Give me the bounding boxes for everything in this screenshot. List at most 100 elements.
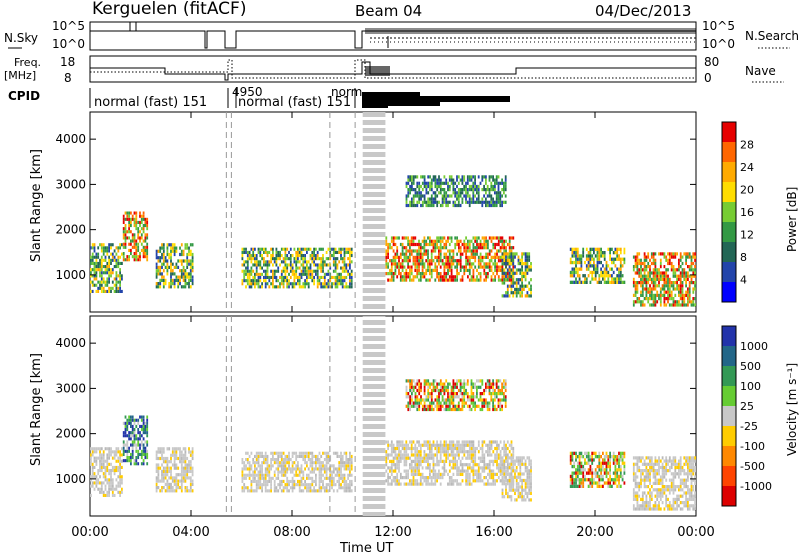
echo-cell	[499, 459, 502, 463]
echo-cell	[463, 453, 466, 457]
echo-cell	[510, 440, 513, 444]
echo-cell	[115, 484, 118, 488]
echo-cell	[499, 453, 502, 457]
echo-cell	[325, 476, 328, 480]
echo-cell	[668, 284, 671, 288]
freq-frame	[89, 55, 697, 83]
echo-cell	[243, 464, 246, 468]
echo-cell	[499, 255, 502, 259]
echo-cell	[487, 472, 489, 476]
echo-cell	[407, 262, 409, 266]
echo-cell	[497, 476, 500, 480]
echo-cell	[320, 454, 323, 458]
echo-cell	[340, 454, 342, 458]
echo-cell	[412, 275, 415, 279]
echo-cell	[517, 268, 520, 272]
echo-cell	[439, 188, 442, 192]
echo-cell	[429, 184, 431, 189]
echo-cell	[591, 277, 594, 281]
echo-cell	[412, 476, 415, 480]
echo-cell	[423, 459, 426, 463]
echo-cell	[159, 269, 162, 273]
echo-cell	[575, 247, 577, 251]
echo-cell	[681, 261, 684, 266]
echo-cell	[345, 275, 348, 279]
echo-cell	[275, 461, 278, 465]
echo-cell	[263, 461, 265, 465]
echo-cell	[667, 274, 669, 278]
echo-cell	[121, 465, 123, 469]
echo-cell	[340, 458, 342, 462]
echo-cell	[419, 252, 422, 256]
echo-cell	[614, 251, 617, 255]
echo-cell	[598, 280, 601, 284]
echo-cell	[349, 473, 351, 477]
echo-cell	[652, 281, 655, 285]
echo-cell	[512, 446, 515, 451]
echo-cell	[526, 258, 529, 262]
echo-cell	[140, 217, 143, 221]
echo-cell	[640, 284, 642, 288]
echo-cell	[336, 266, 339, 270]
echo-cell	[481, 456, 484, 460]
echo-cell	[100, 274, 103, 278]
echo-cell	[524, 265, 527, 269]
echo-cell	[665, 277, 668, 281]
echo-cell	[392, 443, 395, 447]
echo-cell	[477, 259, 480, 263]
echo-cell	[505, 252, 507, 256]
echo-cell	[318, 257, 321, 261]
echo-cell	[407, 203, 410, 208]
echo-cell	[454, 236, 457, 240]
echo-cell	[336, 257, 339, 261]
echo-cell	[340, 470, 342, 474]
echo-cell	[448, 392, 451, 396]
echo-cell	[119, 246, 121, 250]
echo-cell	[180, 243, 183, 247]
echo-cell	[115, 246, 118, 250]
echo-cell	[284, 483, 287, 487]
echo-cell	[580, 264, 583, 268]
echo-cell	[501, 200, 503, 204]
echo-cell	[405, 236, 408, 240]
echo-cell	[409, 191, 411, 195]
echo-cell	[111, 490, 114, 494]
echo-cell	[302, 454, 305, 458]
echo-cell	[492, 472, 495, 476]
echo-cell	[616, 267, 619, 271]
echo-cell	[468, 239, 471, 243]
echo-cell	[494, 246, 496, 250]
echo-region	[405, 379, 507, 412]
echo-cell	[411, 188, 413, 192]
echo-cell	[439, 401, 442, 405]
echo-cell	[102, 462, 105, 466]
echo-cell	[343, 260, 346, 264]
echo-cell	[510, 278, 513, 282]
echo-cell	[302, 266, 305, 270]
echo-cell	[102, 453, 105, 457]
echo-cell	[649, 258, 651, 262]
echo-cell	[596, 270, 599, 275]
echo-cell	[128, 236, 130, 240]
echo-cell	[640, 303, 642, 307]
echo-cell	[510, 249, 513, 253]
echo-cell	[636, 268, 639, 272]
echo-cell	[255, 467, 258, 471]
echo-cell	[320, 470, 323, 474]
echo-cell	[409, 388, 411, 393]
echo-cell	[313, 260, 315, 264]
echo-cell	[485, 197, 487, 201]
echo-cell	[461, 472, 464, 476]
echo-cell	[401, 275, 404, 279]
echo-cell	[191, 469, 194, 473]
echo-cell	[506, 287, 509, 291]
echo-cell	[687, 290, 689, 294]
echo-cell	[454, 246, 457, 250]
echo-cell	[189, 482, 192, 486]
echo-cell	[106, 453, 109, 457]
echo-cell	[499, 194, 502, 198]
echo-cell	[341, 461, 344, 465]
echo-cell	[266, 282, 269, 286]
echo-cell	[434, 404, 437, 408]
